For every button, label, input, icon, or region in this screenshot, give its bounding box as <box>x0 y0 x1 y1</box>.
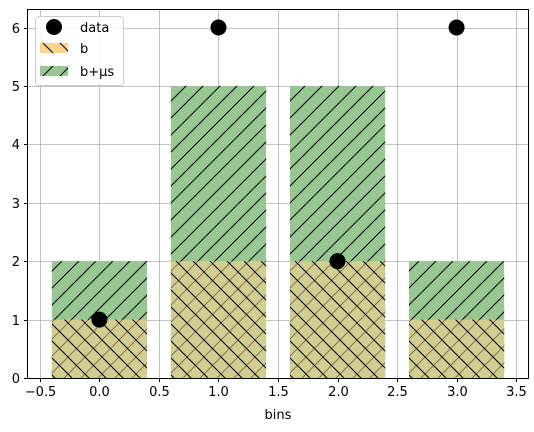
legend-swatch-b-hatch <box>40 43 68 53</box>
data-point <box>210 19 227 36</box>
bar-b-hatch <box>51 319 148 378</box>
data-point <box>448 19 465 36</box>
bar-b-hatch <box>289 261 386 378</box>
x-tick-label: −0.5 <box>25 385 57 400</box>
legend: data b b+μs <box>35 16 124 86</box>
y-tick-label: 0 <box>12 372 20 387</box>
data-point <box>329 253 346 270</box>
y-tick-label: 3 <box>12 197 20 212</box>
bars-b <box>51 261 505 378</box>
y-axis-ticks: 0 1 2 3 4 5 6 <box>12 22 28 387</box>
legend-label-b: b <box>80 42 88 57</box>
x-tick-label: 1.5 <box>268 385 289 400</box>
x-tick-label: 2.0 <box>328 385 349 400</box>
y-tick-label: 5 <box>12 80 20 95</box>
x-tick-label: 0.5 <box>149 385 170 400</box>
x-tick-label: 3.5 <box>506 385 527 400</box>
x-tick-label: 1.0 <box>208 385 229 400</box>
y-tick-label: 2 <box>12 255 20 270</box>
x-axis-ticks: −0.5 0.0 0.5 1.0 1.5 2.0 2.5 3.0 3.5 <box>25 378 527 400</box>
bar-b-hatch <box>408 319 505 378</box>
y-tick-label: 1 <box>12 314 20 329</box>
legend-label-b-plus-mus: b+μs <box>80 65 114 80</box>
legend-swatch-b-plus-mus-hatch <box>40 66 68 76</box>
x-tick-label: 0.0 <box>89 385 110 400</box>
data-point <box>91 311 108 328</box>
y-tick-label: 4 <box>12 138 20 153</box>
bar-b-hatch <box>170 261 267 378</box>
x-tick-label: 3.0 <box>447 385 468 400</box>
x-axis-title: bins <box>265 408 292 423</box>
x-tick-label: 2.5 <box>387 385 408 400</box>
legend-swatch-data <box>46 19 62 35</box>
data-points <box>91 19 465 328</box>
y-tick-label: 6 <box>12 22 20 37</box>
legend-label-data: data <box>80 21 109 36</box>
